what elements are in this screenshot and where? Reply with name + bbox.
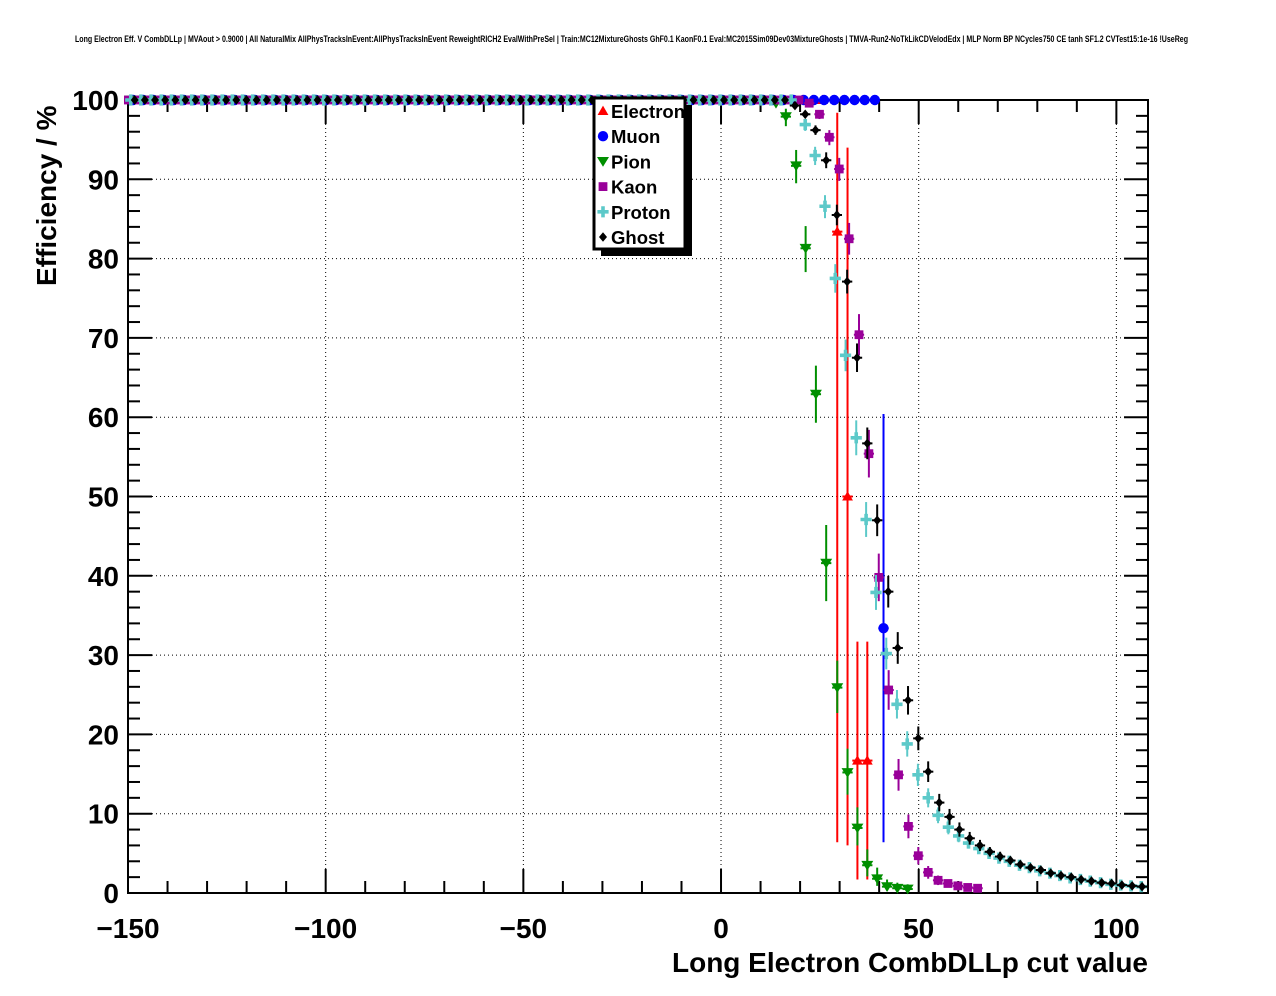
legend-label: Proton <box>611 202 671 223</box>
y-tick-label: 100 <box>72 85 119 116</box>
series-muon <box>127 94 889 843</box>
legend-label: Pion <box>611 151 651 172</box>
grid-lines <box>128 100 1148 893</box>
y-tick-label: 70 <box>88 323 119 354</box>
y-tick-label: 10 <box>88 799 119 830</box>
x-tick-label: −100 <box>294 913 357 944</box>
legend-label: Kaon <box>611 177 657 198</box>
x-tick-label: −150 <box>96 913 159 944</box>
plot-area: −150 −100 −50 0 50 1000102030405060708090100L… <box>31 85 1149 978</box>
y-tick-label: 40 <box>88 561 119 592</box>
x-tick-label: 0 <box>713 913 729 944</box>
y-tick-label: 20 <box>88 719 119 750</box>
y-tick-label: 0 <box>103 878 119 909</box>
x-tick-label: −50 <box>500 913 548 944</box>
x-tick-label: 100 <box>1093 913 1140 944</box>
x-axis-title: Long Electron CombDLLp cut value <box>672 947 1148 978</box>
axis-titles: Long Electron CombDLLp cut value Efficien… <box>31 105 1148 978</box>
y-tick-label: 60 <box>88 402 119 433</box>
plot-title: Long Electron Eff. V CombDLLp | MVAout >… <box>75 34 1188 45</box>
legend-entry-kaon: Kaon <box>598 177 657 198</box>
y-tick-label: 50 <box>88 482 119 513</box>
legend: Electron Muon Pion Kaon Proton Ghost <box>592 96 692 256</box>
y-axis-title: Efficiency / % <box>31 105 62 286</box>
series-pion <box>123 95 914 895</box>
x-tick-labels: −150 −100 −50 0 50 100 <box>96 913 1139 944</box>
axis-ticks <box>127 99 1148 894</box>
legend-entry-ghost: Ghost <box>599 227 664 248</box>
legend-label: Electron <box>611 101 685 122</box>
y-tick-labels: 0 10 20 30 40 50 60 70 80 90 100 <box>72 85 119 909</box>
x-tick-label: 50 <box>903 913 934 944</box>
series-ghost <box>130 95 1148 892</box>
legend-label: Ghost <box>611 227 664 248</box>
legend-label: Muon <box>611 126 660 147</box>
y-tick-label: 30 <box>88 640 119 671</box>
legend-entry-pion: Pion <box>597 151 651 172</box>
y-tick-label: 90 <box>88 164 119 195</box>
legend-entry-electron: Electron <box>597 101 685 122</box>
legend-box <box>592 96 687 251</box>
y-tick-label: 80 <box>88 244 119 275</box>
legend-entry-muon: Muon <box>597 126 660 147</box>
series-kaon <box>123 95 983 893</box>
legend-entry-proton: Proton <box>597 202 671 223</box>
series-electron <box>126 94 873 880</box>
